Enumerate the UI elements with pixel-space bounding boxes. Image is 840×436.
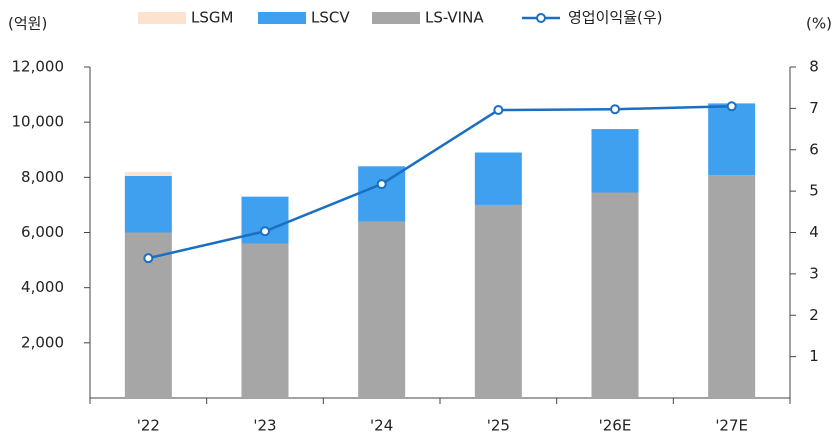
x-tick-label: '26E — [599, 417, 632, 435]
y-tick-label: 8,000 — [21, 168, 64, 186]
bar — [591, 129, 639, 193]
legend-label: LSGM — [191, 9, 233, 27]
bar — [124, 175, 172, 233]
bar — [708, 103, 756, 176]
y2-tick-label: 3 — [809, 264, 819, 282]
x-tick-label: '22 — [137, 417, 160, 435]
y-tick-label: 10,000 — [12, 113, 65, 131]
legend-label: 영업이익율(우) — [568, 9, 663, 27]
legend-swatch — [258, 12, 306, 24]
y-tick-label: 12,000 — [12, 58, 65, 76]
y2-tick-label: 1 — [809, 347, 819, 365]
legend-label: LS-VINA — [425, 9, 484, 27]
line-marker — [493, 105, 504, 116]
legend-marker — [536, 13, 546, 23]
y-unit-label: (억원) — [8, 15, 47, 33]
x-tick-label: '24 — [370, 417, 393, 435]
y2-tick-label: 7 — [809, 99, 819, 117]
line-marker — [260, 226, 270, 237]
y2-tick-label: 5 — [809, 182, 819, 200]
legend-swatch — [138, 12, 186, 24]
bar — [358, 221, 406, 398]
x-tick-label: '23 — [253, 417, 276, 435]
bar — [591, 192, 639, 398]
bar — [708, 175, 756, 398]
line-marker — [376, 179, 387, 190]
line-marker — [143, 253, 154, 264]
y2-tick-label: 2 — [809, 306, 819, 324]
bar — [124, 171, 172, 176]
y2-tick-label: 4 — [809, 223, 819, 241]
y-tick-label: 4,000 — [21, 278, 64, 296]
line-marker — [610, 104, 620, 115]
x-tick-label: '27E — [715, 417, 748, 435]
legend-label: LSCV — [311, 9, 350, 27]
y2-tick-label: 6 — [809, 140, 819, 158]
y2-tick-label: 8 — [809, 58, 819, 76]
legend-swatch — [372, 12, 420, 24]
line — [148, 105, 732, 260]
line-marker — [726, 101, 737, 112]
y-tick-label: 6,000 — [21, 223, 64, 241]
y-tick-label: 2,000 — [21, 333, 64, 351]
bar — [241, 196, 289, 244]
bar — [474, 152, 522, 205]
x-tick-label: '25 — [487, 417, 510, 435]
bar — [241, 243, 289, 398]
bar — [474, 204, 522, 398]
y2-unit-label: (%) — [806, 15, 832, 33]
